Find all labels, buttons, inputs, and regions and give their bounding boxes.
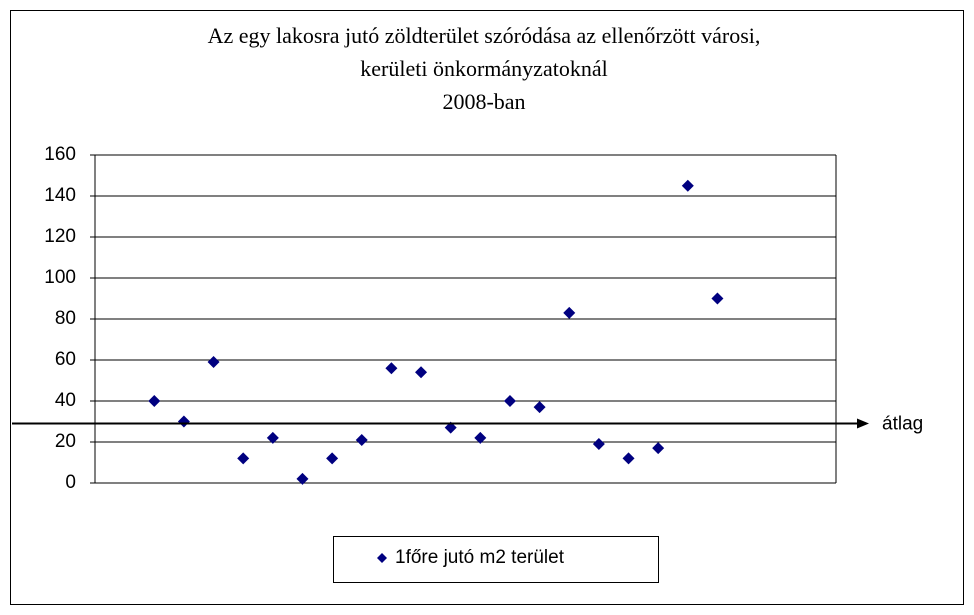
y-tick-label: 100 (44, 267, 76, 288)
point (592, 438, 605, 451)
point (474, 431, 487, 444)
y-tick-label: 60 (55, 349, 76, 370)
average-label: átlag (882, 414, 923, 435)
chart-border (10, 10, 964, 605)
point (503, 395, 516, 407)
y-tick-label: 80 (55, 308, 76, 329)
legend-box (333, 536, 659, 583)
point (415, 366, 428, 379)
y-tick-label: 20 (55, 431, 76, 452)
y-tick-label: 40 (55, 390, 76, 411)
point (355, 433, 368, 446)
point (533, 401, 546, 414)
y-tick-label: 140 (44, 185, 76, 206)
point (237, 452, 250, 465)
point (148, 395, 161, 407)
chart-title: Az egy lakosra jutó zöldterület szóródás… (208, 23, 761, 48)
point (326, 452, 339, 465)
y-tick-label: 160 (44, 144, 76, 165)
point (296, 472, 309, 485)
legend-label: 1főre jutó m2 terület (395, 547, 565, 568)
point (711, 292, 724, 305)
point (563, 306, 576, 319)
chart-title: kerületi önkormányzatoknál (360, 56, 607, 81)
y-tick-label: 0 (65, 472, 76, 493)
point (444, 421, 457, 434)
point (652, 442, 665, 455)
point (207, 356, 220, 369)
average-arrowhead (857, 418, 869, 429)
point (266, 431, 279, 444)
legend-marker (377, 553, 387, 563)
point (385, 362, 398, 375)
y-tick-label: 120 (44, 226, 76, 247)
point (681, 179, 694, 192)
point (622, 452, 635, 465)
chart-title: 2008-ban (442, 89, 525, 114)
